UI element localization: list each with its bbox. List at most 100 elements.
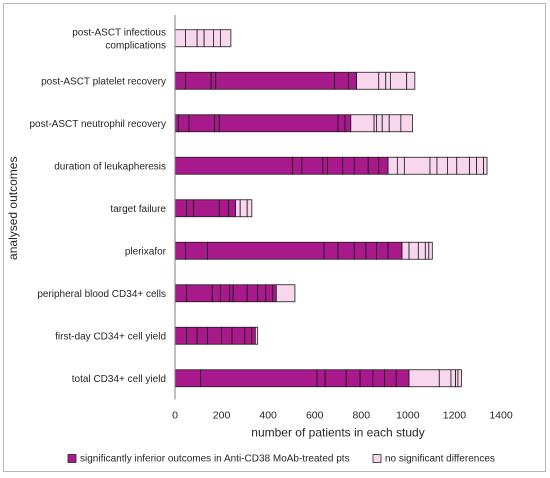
bar-segment-no-difference-5-0 [401, 241, 410, 260]
bar-segment-significant-2-0 [174, 114, 179, 133]
x-tick-label-800: 800 [353, 410, 371, 422]
x-tick-labels: 0 200 400 600 800 1000 1200 1400 [172, 410, 513, 422]
bar-segment-significant-4-0 [174, 199, 188, 218]
bar-segment-significant-2-6 [344, 114, 352, 133]
x-tick-label-1200: 1200 [443, 410, 467, 422]
bar-segment-significant-1-1 [185, 71, 212, 90]
bar-segment-significant-2-5 [337, 114, 346, 133]
bar-segment-significant-7-5 [231, 326, 246, 345]
category-label-line: first-day CD34+ cell yield [55, 331, 166, 342]
x-tick-label-400: 400 [259, 410, 277, 422]
bar-segment-no-difference-3-9 [483, 156, 488, 175]
bar-segment-significant-1-5 [348, 71, 358, 90]
category-label-1: post-ASCT platelet recovery [41, 76, 166, 87]
bar-segment-no-difference-5-1 [408, 241, 419, 260]
bar-segment-significant-6-1 [186, 284, 213, 303]
bar-segment-significant-1-2 [210, 71, 217, 90]
bar-segment-significant-8-8 [395, 369, 410, 388]
bar-segment-significant-7-2 [196, 326, 209, 345]
bar-segment-significant-8-1 [200, 369, 318, 388]
bar-segment-significant-7-4 [221, 326, 233, 345]
category-label-line: post-ASCT neutrophil recovery [29, 119, 166, 130]
bar-segment-significant-3-8 [378, 156, 389, 175]
category-label-6: peripheral blood CD34+ cells [37, 289, 166, 300]
bar-segment-no-difference-3-7 [469, 156, 477, 175]
x-tick-label-600: 600 [306, 410, 324, 422]
bar-segment-no-difference-8-1 [438, 369, 452, 388]
bar-segment-significant-8-0 [174, 369, 202, 388]
bar-segment-no-difference-2-3 [381, 114, 390, 133]
bar-segment-no-difference-2-0 [350, 114, 375, 133]
legend: significantly inferior outcomes in Anti-… [67, 454, 495, 465]
bar-segment-significant-5-4 [337, 241, 355, 260]
bar-segment-no-difference-4-0 [235, 199, 241, 218]
bar-segment-significant-6-2 [211, 284, 221, 303]
bar-segment-significant-4-4 [228, 199, 236, 218]
bar-segment-significant-8-3 [324, 369, 347, 388]
bar-segment-no-difference-8-0 [408, 369, 440, 388]
category-label-5: plerixafor [125, 246, 167, 257]
bar-segment-no-difference-0-4 [213, 29, 221, 48]
bar-segment-significant-3-1 [292, 156, 303, 175]
chart-frame: post-ASCT infectious complications post-AS… [3, 3, 546, 472]
bars-group [174, 29, 488, 388]
bar-segment-significant-7-3 [207, 326, 222, 345]
bar-segment-significant-6-0 [174, 284, 188, 303]
bar-segment-no-difference-3-4 [436, 156, 448, 175]
bar-segment-no-difference-3-1 [396, 156, 405, 175]
bar-segment-significant-6-5 [232, 284, 248, 303]
bar-segment-significant-5-7 [376, 241, 389, 260]
bar-segment-significant-5-1 [185, 241, 209, 260]
bar-segment-significant-4-1 [186, 199, 195, 218]
bar-segment-no-difference-3-5 [447, 156, 458, 175]
bar-segment-no-difference-3-6 [456, 156, 470, 175]
bar-segment-no-difference-2-4 [388, 114, 402, 133]
category-label-8: total CD34+ cell yield [72, 374, 166, 385]
bar-segment-no-difference-6-0 [275, 284, 296, 303]
bar-segment-significant-2-4 [218, 114, 339, 133]
bar-segment-significant-7-6 [244, 326, 253, 345]
bar-segment-significant-7-0 [174, 326, 188, 345]
bar-segment-no-difference-2-2 [376, 114, 383, 133]
bar-segment-significant-8-6 [372, 369, 385, 388]
category-label-line: target failure [110, 204, 166, 215]
x-tick-label-1400: 1400 [489, 410, 513, 422]
bar-segment-no-difference-0-2 [196, 29, 205, 48]
bar-segment-significant-8-5 [359, 369, 374, 388]
bar-segment-no-difference-1-3 [389, 71, 408, 90]
bar-segment-no-difference-5-4 [428, 241, 433, 260]
category-label-line: duration of leukapheresis [54, 161, 166, 172]
bar-segment-significant-7-1 [186, 326, 198, 345]
stacked-bar-chart: post-ASCT infectious complications post-AS… [6, 15, 513, 465]
bar-segment-no-difference-8-4 [457, 369, 462, 388]
bar-segment-no-difference-3-8 [476, 156, 484, 175]
category-label-7: first-day CD34+ cell yield [55, 331, 166, 342]
bar-segment-no-difference-1-4 [406, 71, 416, 90]
category-label-0: post-ASCT infectious complications [72, 27, 166, 51]
bar-segment-significant-3-2 [301, 156, 324, 175]
bar-segment-significant-8-4 [345, 369, 361, 388]
bar-segment-significant-3-0 [174, 156, 293, 175]
bar-segment-significant-1-4 [334, 71, 349, 90]
bar-segment-significant-6-3 [220, 284, 231, 303]
bar-segment-significant-6-8 [265, 284, 274, 303]
bar-segment-significant-3-5 [342, 156, 355, 175]
bar-segment-no-difference-3-3 [429, 156, 438, 175]
bar-segment-significant-3-3 [322, 156, 328, 175]
bar-segment-no-difference-0-5 [220, 29, 232, 48]
bar-segment-no-difference-1-0 [356, 71, 380, 90]
bar-segment-significant-4-3 [218, 199, 229, 218]
category-label-line: peripheral blood CD34+ cells [37, 289, 166, 300]
bar-segment-significant-6-9 [272, 284, 277, 303]
bar-segment-significant-6-6 [246, 284, 259, 303]
bar-segment-significant-3-7 [367, 156, 380, 175]
category-label-line: complications [105, 40, 166, 51]
bar-segment-significant-1-0 [174, 71, 186, 90]
bar-segment-no-difference-7-0 [254, 326, 259, 345]
bar-segment-significant-2-3 [214, 114, 220, 133]
category-label-line: plerixafor [125, 246, 167, 257]
bar-segment-significant-6-7 [257, 284, 267, 303]
bar-segment-significant-4-2 [193, 199, 220, 218]
category-label-2: post-ASCT neutrophil recovery [29, 119, 166, 130]
bar-segment-significant-6-4 [229, 284, 234, 303]
